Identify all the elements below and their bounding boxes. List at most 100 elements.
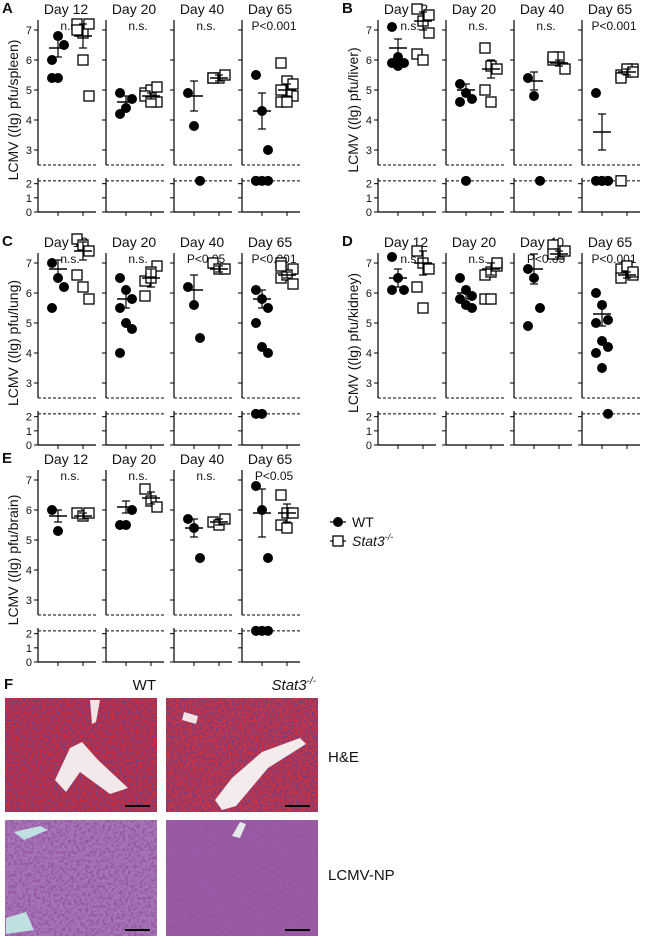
y-axis-label: LCMV ((lg) pfu/kidney)	[345, 273, 361, 413]
y-axis-label: LCMV ((lg) pfu/liver)	[345, 47, 361, 172]
legend-label-main: Stat3	[352, 533, 385, 549]
error-bar	[258, 289, 266, 309]
error-bar	[283, 271, 291, 279]
ko-point	[423, 9, 435, 21]
error-bar	[623, 271, 631, 279]
wt-point	[263, 348, 273, 358]
panel-letter: B	[342, 0, 353, 17]
y-tick-label: 4	[366, 348, 372, 360]
error-bar	[122, 95, 130, 109]
ko-point	[151, 501, 163, 513]
error-bar	[419, 250, 427, 276]
y-axis-label: LCMV ((lg) pfu/lung)	[5, 280, 21, 406]
stat-label: n.s.	[468, 252, 487, 266]
ko-point	[139, 483, 151, 495]
error-bar	[54, 259, 62, 279]
wt-point	[115, 273, 125, 283]
y-tick-label: 0	[366, 207, 372, 219]
panel: E LCMV ((lg) pfu/brain) Day 12 n.s. 3 4 5 6 7 0 1 2…	[2, 450, 300, 669]
error-bar	[283, 83, 291, 97]
y-tick-label: 4	[26, 565, 32, 577]
ko-point	[417, 302, 429, 314]
texture	[166, 820, 318, 936]
wt-point	[127, 324, 137, 334]
wt-point	[591, 88, 601, 98]
vessel	[6, 912, 34, 934]
error-bar	[487, 59, 495, 79]
wt-point	[53, 526, 63, 536]
subplot-title: Day 40	[180, 1, 225, 17]
error-bar	[487, 262, 495, 276]
ko-point	[83, 293, 95, 305]
error-bar	[79, 241, 87, 261]
error-bar	[283, 503, 291, 523]
wt-point	[597, 363, 607, 373]
legend-label-sup: -/-	[385, 532, 394, 542]
ko-point	[615, 175, 627, 187]
y-tick-label: 2	[26, 629, 32, 641]
wt-point	[523, 321, 533, 331]
panel-letter: D	[342, 233, 353, 250]
ko-point	[287, 278, 299, 290]
ko-point	[83, 90, 95, 102]
ko-point	[485, 293, 497, 305]
y-tick-label: 6	[366, 288, 372, 300]
error-bar	[419, 11, 427, 31]
error-bar	[190, 80, 198, 112]
ko-point	[411, 48, 423, 60]
error-bar	[623, 68, 631, 76]
y-tick-label: 3	[26, 378, 32, 390]
y-tick-label: 0	[26, 207, 32, 219]
image-np-wt	[5, 820, 157, 936]
y-tick-label: 2	[26, 412, 32, 424]
subplot-title: Day 65	[248, 234, 293, 250]
y-tick-label: 6	[26, 505, 32, 517]
y-tick-label: 4	[26, 115, 32, 127]
vessel	[215, 738, 306, 810]
error-bar	[530, 71, 538, 91]
stat-label: n.s.	[468, 19, 487, 33]
wt-point	[535, 175, 545, 186]
wt-point	[603, 175, 613, 186]
subplot-title: Day 65	[248, 451, 293, 467]
wt-point	[455, 273, 465, 283]
ko-point	[547, 51, 559, 63]
ko-point	[71, 24, 83, 36]
column-label-main: Stat3	[272, 677, 308, 694]
y-tick-label: 0	[366, 440, 372, 452]
y-tick-label: 5	[26, 85, 32, 97]
y-tick-label: 7	[26, 258, 32, 270]
subplot-title: Day 12	[44, 451, 89, 467]
error-bar	[555, 250, 563, 258]
error-bar	[394, 268, 402, 288]
wt-point	[263, 303, 273, 313]
vessel	[182, 712, 198, 724]
error-bar	[598, 113, 606, 151]
ko-point	[275, 489, 287, 501]
subplot-title: Day 20	[112, 451, 157, 467]
y-tick-label: 2	[366, 179, 372, 191]
wt-point	[257, 408, 267, 419]
vessel	[232, 822, 246, 838]
y-tick-label: 7	[26, 475, 32, 487]
ko-point	[287, 263, 299, 275]
ko-point	[411, 281, 423, 293]
subplot-title: Day 65	[248, 1, 293, 17]
stat-label: P<0.001	[251, 19, 296, 33]
y-tick-label: 4	[366, 115, 372, 127]
subplot-title: Day 20	[112, 1, 157, 17]
stat-label: n.s.	[128, 19, 147, 33]
vessel	[55, 742, 128, 794]
panel: A LCMV ((lg) pfu/spleen) Day 12 n.s. 3 4 5 6 7 0 1…	[2, 0, 300, 219]
error-bar	[462, 83, 470, 97]
legend-marker	[332, 535, 344, 547]
vessel	[90, 700, 100, 724]
ko-point	[621, 260, 633, 272]
ko-point	[77, 281, 89, 293]
ko-point	[615, 72, 627, 84]
ko-point	[485, 96, 497, 108]
error-bar	[258, 488, 266, 538]
error-bar	[79, 512, 87, 520]
error-bar	[530, 253, 538, 285]
